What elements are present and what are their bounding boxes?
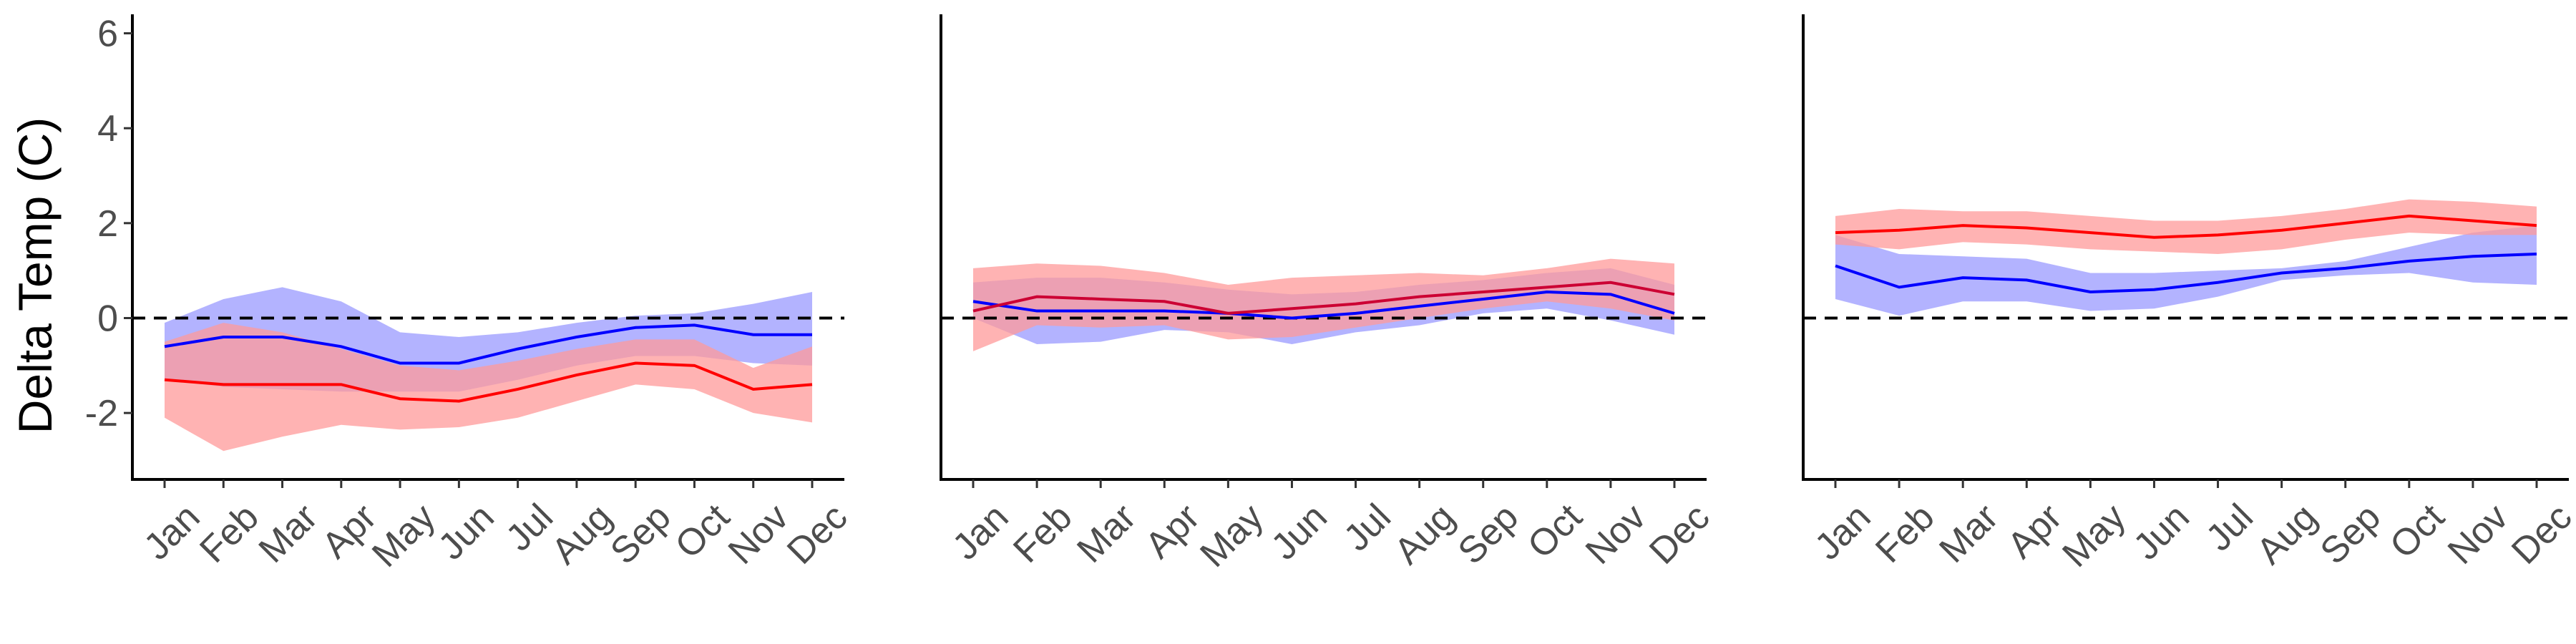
x-tick-label: Jun (2126, 496, 2197, 567)
y-axis-title: Delta Temp (C) (9, 117, 62, 434)
series-line-2 (972, 280, 1675, 315)
x-tick-label: Nov (2440, 496, 2516, 572)
x-tick-label: Jan (945, 496, 1016, 567)
x-tick-label: Mar (1069, 496, 1143, 570)
x-tick-label: Sep (1450, 496, 1526, 572)
x-tick-label: May (1192, 496, 1271, 575)
x-tick-label: Feb (192, 496, 266, 570)
series-line-2 (1835, 214, 2537, 239)
x-tick-label: Jun (1264, 496, 1335, 567)
series-line-1 (972, 291, 1675, 320)
x-tick-label: Oct (668, 496, 738, 567)
x-tick-label: Nov (1578, 496, 1654, 572)
x-tick-label: Feb (1868, 496, 1942, 570)
x-tick-label: Dec (1641, 496, 1717, 572)
x-tick-label: Apr (2000, 496, 2070, 566)
x-tick-label: Mar (1931, 496, 2006, 570)
y-tick-label: 4 (97, 108, 118, 150)
y-tick-label: 6 (97, 14, 118, 55)
x-tick-label: Sep (2313, 496, 2389, 572)
y-tick-label: -2 (85, 393, 118, 434)
series-line-2 (164, 361, 813, 403)
x-tick-label: Nov (721, 496, 796, 572)
x-tick-label: Dec (779, 496, 855, 572)
x-tick-label: Jun (431, 496, 502, 567)
x-tick-label: Aug (1387, 496, 1463, 572)
x-tick-label: Jan (136, 496, 208, 567)
panel-1: -20246JanFebMarAprMayJunJulAugSepOctNovD… (85, 14, 856, 575)
x-tick-label: Aug (544, 496, 620, 572)
series-line-1 (164, 323, 812, 365)
ci-band-series-1 (1835, 225, 2537, 316)
x-tick-label: Jul (2198, 496, 2261, 559)
x-tick-label: Feb (1005, 496, 1080, 570)
x-tick-label: May (2054, 496, 2133, 575)
y-tick-label: 2 (97, 203, 118, 245)
x-tick-label: Aug (2249, 496, 2325, 572)
x-tick-label: Oct (1520, 496, 1591, 567)
x-tick-label: Oct (2382, 496, 2453, 567)
ci-band-series-2 (1835, 199, 2537, 254)
x-tick-label: Mar (251, 496, 326, 570)
x-tick-label: Dec (2504, 496, 2576, 572)
x-tick-label: Jan (1807, 496, 1878, 567)
ci-band-series-2 (165, 323, 812, 452)
series-line-1 (1835, 252, 2537, 294)
x-tick-label: Apr (1138, 496, 1208, 566)
x-tick-label: Sep (602, 496, 678, 572)
x-tick-label: Jul (1336, 496, 1399, 559)
y-tick-label: 0 (97, 298, 118, 339)
x-tick-label: May (364, 496, 443, 575)
